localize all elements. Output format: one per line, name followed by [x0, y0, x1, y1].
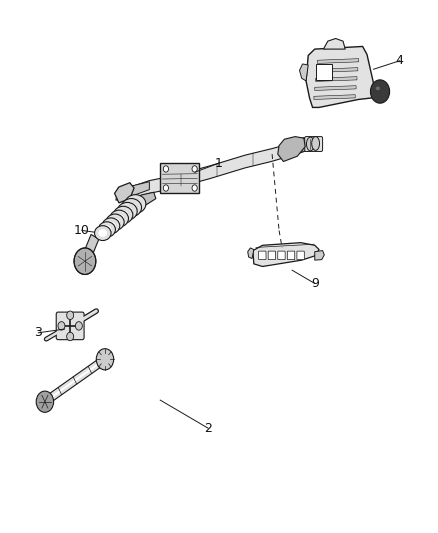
- FancyBboxPatch shape: [287, 251, 295, 260]
- Circle shape: [75, 321, 82, 330]
- Ellipse shape: [95, 225, 111, 240]
- FancyBboxPatch shape: [317, 64, 332, 80]
- Text: 9: 9: [311, 277, 319, 290]
- Ellipse shape: [307, 137, 314, 151]
- Circle shape: [74, 248, 96, 274]
- Circle shape: [96, 349, 114, 370]
- Ellipse shape: [312, 136, 320, 150]
- Polygon shape: [315, 251, 324, 260]
- Text: 2: 2: [204, 422, 212, 435]
- Ellipse shape: [113, 206, 133, 223]
- Circle shape: [192, 166, 197, 172]
- FancyBboxPatch shape: [258, 251, 266, 260]
- FancyBboxPatch shape: [278, 251, 285, 260]
- Ellipse shape: [121, 206, 133, 216]
- Polygon shape: [278, 136, 305, 161]
- Ellipse shape: [110, 217, 120, 227]
- Ellipse shape: [125, 195, 146, 213]
- Ellipse shape: [110, 210, 128, 227]
- Ellipse shape: [113, 214, 125, 223]
- FancyBboxPatch shape: [297, 251, 304, 260]
- Circle shape: [36, 391, 53, 413]
- FancyBboxPatch shape: [305, 136, 322, 151]
- Polygon shape: [84, 235, 99, 257]
- Polygon shape: [316, 77, 357, 82]
- Circle shape: [67, 311, 74, 319]
- Polygon shape: [134, 192, 156, 208]
- Polygon shape: [115, 183, 134, 203]
- Circle shape: [163, 185, 169, 191]
- Circle shape: [163, 166, 169, 172]
- Ellipse shape: [117, 203, 137, 220]
- Polygon shape: [248, 248, 254, 259]
- Bar: [160, 163, 199, 193]
- Ellipse shape: [121, 198, 141, 216]
- Ellipse shape: [300, 138, 308, 151]
- Polygon shape: [317, 68, 358, 72]
- Text: 10: 10: [74, 224, 90, 237]
- Text: 3: 3: [35, 326, 42, 340]
- Circle shape: [371, 80, 390, 103]
- Ellipse shape: [106, 214, 124, 230]
- Ellipse shape: [102, 218, 120, 233]
- Polygon shape: [116, 182, 149, 200]
- Ellipse shape: [99, 222, 116, 237]
- Polygon shape: [300, 64, 308, 81]
- Polygon shape: [314, 95, 355, 100]
- Circle shape: [192, 185, 197, 191]
- Polygon shape: [372, 86, 385, 98]
- Polygon shape: [253, 243, 319, 266]
- Polygon shape: [306, 46, 375, 108]
- Ellipse shape: [376, 86, 380, 90]
- Polygon shape: [315, 86, 356, 91]
- Circle shape: [58, 321, 65, 330]
- Ellipse shape: [117, 209, 129, 220]
- Text: 4: 4: [396, 54, 403, 67]
- Polygon shape: [323, 38, 345, 49]
- Ellipse shape: [106, 221, 116, 231]
- Ellipse shape: [129, 198, 142, 209]
- Ellipse shape: [125, 202, 138, 213]
- Polygon shape: [318, 59, 359, 63]
- FancyBboxPatch shape: [268, 251, 276, 260]
- Polygon shape: [127, 138, 306, 200]
- Circle shape: [67, 332, 74, 341]
- Ellipse shape: [98, 229, 108, 238]
- Polygon shape: [43, 356, 107, 406]
- Ellipse shape: [102, 225, 112, 234]
- FancyBboxPatch shape: [56, 312, 84, 340]
- Text: 1: 1: [215, 157, 223, 169]
